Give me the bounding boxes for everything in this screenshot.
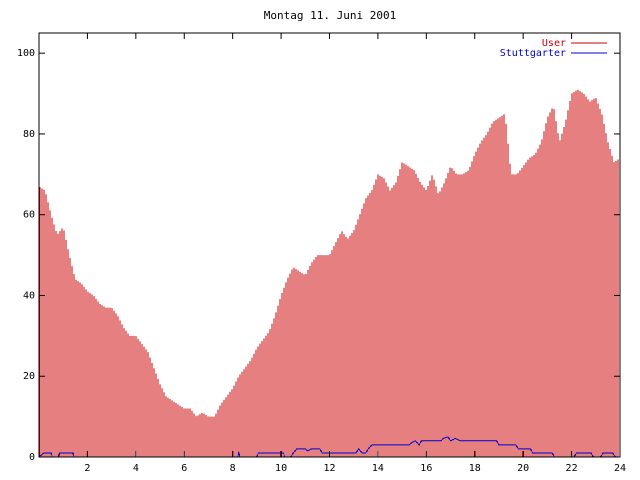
stuttgarter-line (38, 436, 620, 458)
x-tick-label: 8 (230, 463, 236, 474)
x-tick-label: 12 (323, 463, 335, 474)
legend-label-stuttgarter: Stuttgarter (500, 48, 566, 59)
y-tick-label: 100 (17, 48, 35, 59)
x-tick-label: 24 (614, 463, 626, 474)
x-tick-label: 10 (275, 463, 287, 474)
x-tick-label: 2 (84, 463, 90, 474)
x-axis: 2 4 6 8 10 12 14 16 18 20 22 24 (84, 33, 626, 474)
x-tick-label: 14 (372, 463, 384, 474)
x-tick-label: 4 (133, 463, 139, 474)
legend: User Stuttgarter (500, 38, 607, 59)
x-tick-label: 22 (566, 463, 578, 474)
stuttgarter-series (38, 436, 620, 458)
y-tick-label: 40 (23, 290, 35, 301)
y-axis: 0 20 40 60 80 100 (17, 48, 620, 463)
x-tick-label: 20 (517, 463, 529, 474)
x-tick-label: 6 (181, 463, 187, 474)
x-tick-label: 16 (420, 463, 432, 474)
legend-label-user: User (542, 38, 566, 49)
y-tick-label: 60 (23, 210, 35, 221)
chart-title: Montag 11. Juni 2001 (264, 9, 396, 22)
y-tick-label: 80 (23, 129, 35, 140)
y-tick-label: 20 (23, 371, 35, 382)
user-bars (39, 89, 619, 457)
x-tick-label: 18 (469, 463, 481, 474)
y-tick-label: 0 (29, 452, 35, 463)
